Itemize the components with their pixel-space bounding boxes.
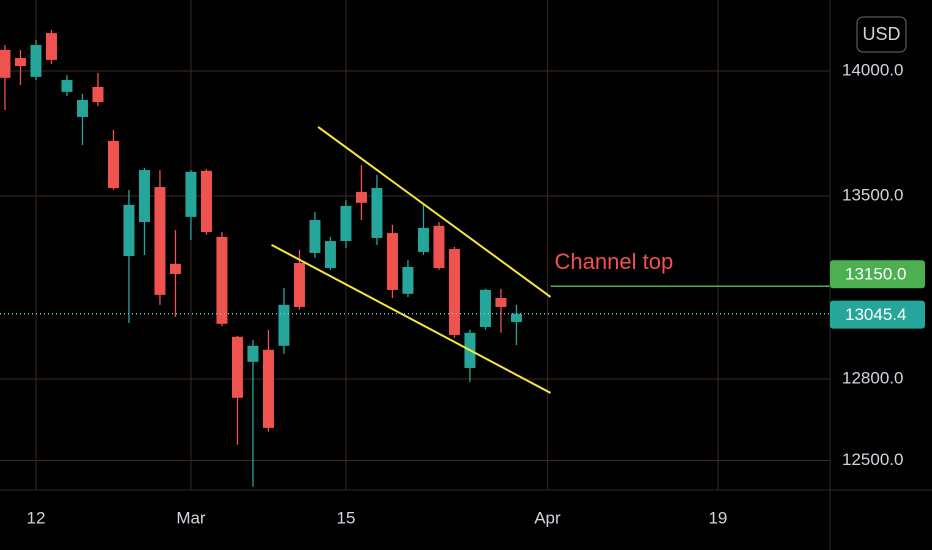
last-price-label-bg — [830, 300, 925, 329]
candle-body — [371, 188, 383, 238]
last-price-label: 13045.4 — [845, 305, 906, 324]
y-tick-label: 12500.0 — [842, 450, 903, 469]
y-tick-label: 14000.0 — [842, 60, 903, 79]
candle-body — [355, 191, 367, 203]
candle-body — [45, 33, 57, 60]
currency-label[interactable]: USD — [862, 24, 900, 44]
candle-body — [479, 289, 491, 327]
price-line-label-bg — [830, 260, 925, 289]
candle-body — [510, 313, 522, 322]
candle-body — [169, 263, 181, 274]
candle-body — [14, 57, 26, 67]
candle-body — [76, 100, 88, 117]
price-line-annotation: Channel top — [555, 249, 674, 274]
trendline — [271, 244, 552, 394]
candle-body — [92, 86, 104, 103]
candle-body — [216, 236, 228, 324]
candle-body — [154, 187, 166, 295]
candle-body — [417, 227, 429, 252]
candle-body — [386, 233, 398, 290]
x-tick-label: 12 — [26, 508, 45, 527]
y-tick-label: 12800.0 — [842, 368, 903, 387]
candle-body — [247, 345, 259, 362]
candle-body — [30, 45, 42, 77]
candle-body — [402, 266, 414, 294]
x-tick-label: 15 — [336, 508, 355, 527]
candle-body — [324, 241, 336, 268]
candle-body — [309, 219, 321, 253]
candle-body — [138, 170, 150, 223]
x-tick-label: Mar — [176, 508, 206, 527]
currency-button[interactable] — [856, 16, 907, 53]
candle-body — [448, 249, 460, 335]
candle-body — [107, 140, 119, 189]
candle-body — [293, 263, 305, 307]
candle-body — [61, 80, 73, 92]
trendline — [317, 126, 552, 298]
x-tick-label: Apr — [534, 508, 561, 527]
candle-body — [262, 349, 274, 428]
y-tick-label: 13500.0 — [842, 185, 903, 204]
candle-body — [278, 304, 290, 346]
x-tick-label: 19 — [708, 508, 727, 527]
candle-body — [123, 204, 135, 257]
candle-body — [0, 49, 11, 78]
candle-body — [231, 336, 243, 398]
candle-body — [433, 225, 445, 268]
candle-body — [200, 170, 212, 233]
price-line-label: 13150.0 — [845, 265, 906, 284]
candle-body — [185, 171, 197, 217]
candle-body — [495, 298, 507, 307]
candle-body — [340, 205, 352, 242]
